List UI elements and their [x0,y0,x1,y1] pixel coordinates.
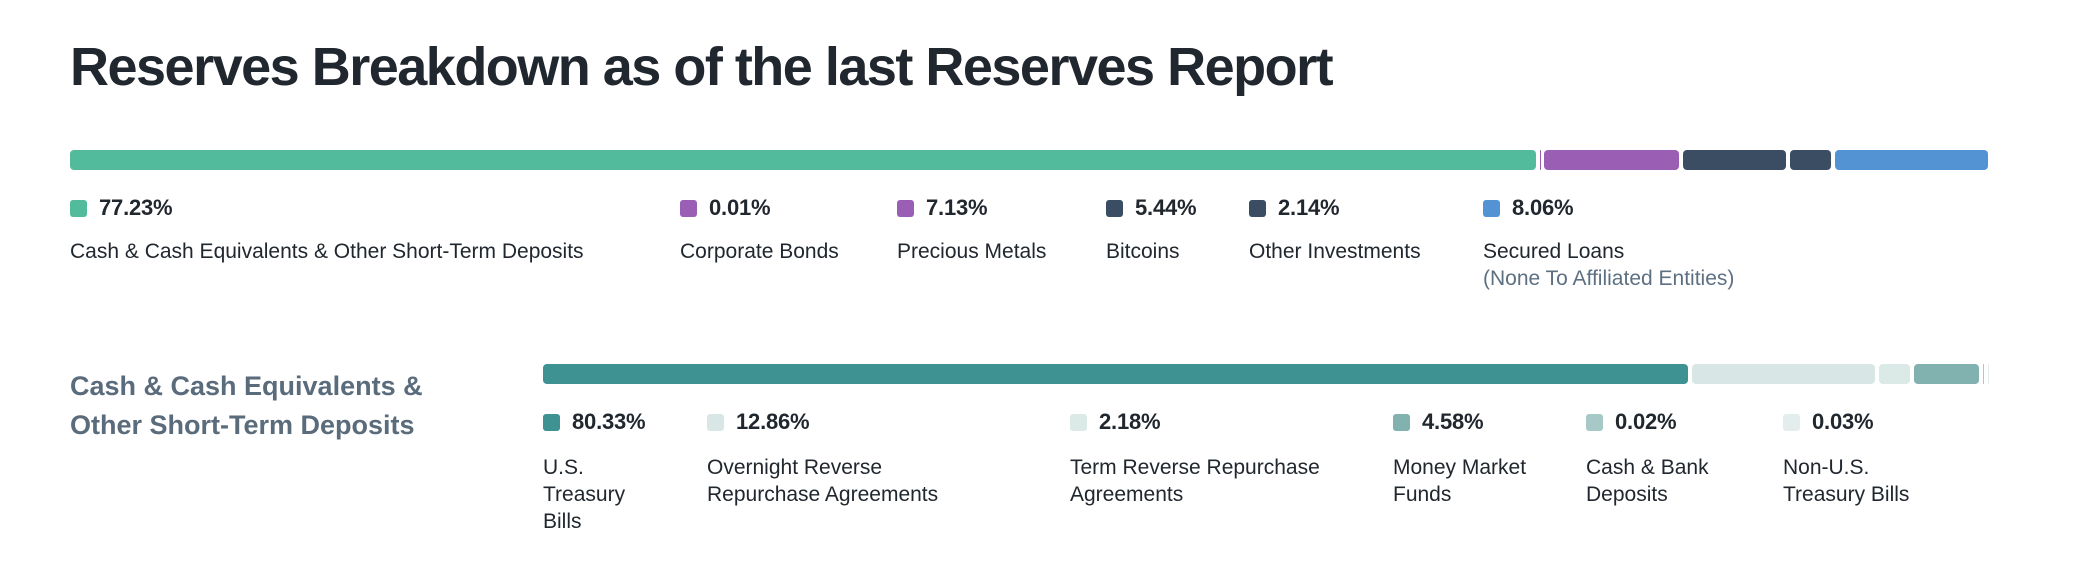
legend-percent: 2.14% [1278,195,1340,220]
legend-swatch [543,413,560,431]
legend-percent-row: 0.02% [1586,409,1746,434]
legend-percent: 8.06% [1512,195,1574,220]
legend-percent-row: 77.23% [70,195,584,220]
legend-swatch [897,199,914,217]
legend-percent: 5.44% [1135,195,1197,220]
legend-percent-row: 2.18% [1070,409,1370,434]
bar-segment [1878,364,1911,384]
bar-segment [1683,150,1787,170]
legend-label: Cash & Cash Equivalents & Other Short-Te… [70,240,584,263]
legend-item: 5.44% Bitcoins [1106,195,1197,265]
legend-swatch [1586,413,1603,431]
bar-segment [1790,150,1832,170]
legend-swatch [1249,199,1266,217]
legend-item: 2.18% Term Reverse Repurchase Agreements [1070,409,1370,508]
legend-label: U.S. Treasury Bills [543,456,626,533]
legend-percent-row: 0.03% [1783,409,1938,434]
legend-sublabel: (None To Affiliated Entities) [1483,267,1735,290]
legend-percent-row: 80.33% [543,409,653,434]
legend-label: Money Market Funds [1393,456,1527,506]
legend-label: Term Reverse Repurchase Agreements [1070,456,1320,506]
legend-percent-row: 7.13% [897,195,1046,220]
legend-swatch [1783,413,1800,431]
legend-percent: 0.02% [1615,409,1677,434]
legend-percent: 7.13% [926,195,988,220]
legend-swatch [70,199,87,217]
legend-item: 7.13% Precious Metals [897,195,1047,265]
overall-reserves-bar [70,150,1988,170]
legend-percent: 12.86% [736,409,810,434]
legend-percent: 80.33% [572,409,646,434]
legend-swatch [1070,413,1087,431]
legend-label: Bitcoins [1106,240,1180,263]
legend-swatch [1106,199,1123,217]
bar-segment [1835,150,1988,170]
legend-label: Corporate Bonds [680,240,839,263]
legend-swatch [707,413,724,431]
legend-item: 0.02% Cash & Bank Deposits [1586,409,1746,508]
legend-percent-row: 8.06% [1483,195,1734,220]
legend-label: Overnight Reverse Repurchase Agreements [707,456,939,506]
legend-percent-row: 2.14% [1249,195,1421,220]
legend-item: 0.03% Non-U.S. Treasury Bills [1783,409,1938,508]
legend-percent: 77.23% [99,195,173,220]
legend-label: Precious Metals [897,240,1047,263]
legend-item: 77.23% Cash & Cash Equivalents & Other Sh… [70,195,584,265]
legend-item: 2.14% Other Investments [1249,195,1421,265]
legend-item: 12.86% Overnight Reverse Repurchase Agree… [707,409,987,508]
bar-segment [1691,364,1875,384]
legend-item: 8.06% Secured Loans (None To Affiliated En… [1483,195,1735,292]
legend-percent: 0.01% [709,195,771,220]
bar-segment [1543,150,1680,170]
legend-label: Other Investments [1249,240,1421,263]
legend-percent-row: 4.58% [1393,409,1563,434]
legend-swatch [1393,413,1410,431]
legend-label: Cash & Bank Deposits [1586,456,1709,506]
cash-breakdown-bar [543,364,1988,384]
legend-swatch [680,199,697,217]
bar-segment [70,150,1536,170]
legend-percent-row: 5.44% [1106,195,1197,220]
bar-segment [543,364,1688,384]
legend-percent: 2.18% [1099,409,1161,434]
legend-percent-row: 0.01% [680,195,839,220]
legend-item: 80.33% U.S. Treasury Bills [543,409,653,535]
legend-percent-row: 12.86% [707,409,987,434]
legend-swatch [1483,199,1500,217]
legend-percent: 4.58% [1422,409,1484,434]
legend-percent: 0.03% [1812,409,1874,434]
legend-item: 4.58% Money Market Funds [1393,409,1563,508]
legend-label: Secured Loans [1483,240,1625,263]
cash-section-heading: Cash & Cash Equivalents & Other Short-Te… [70,371,423,440]
page-title: Reserves Breakdown as of the last Reserv… [70,37,1334,97]
legend-item: 0.01% Corporate Bonds [680,195,839,265]
bar-segment [1914,364,1980,384]
legend-label: Non-U.S. Treasury Bills [1783,456,1910,506]
